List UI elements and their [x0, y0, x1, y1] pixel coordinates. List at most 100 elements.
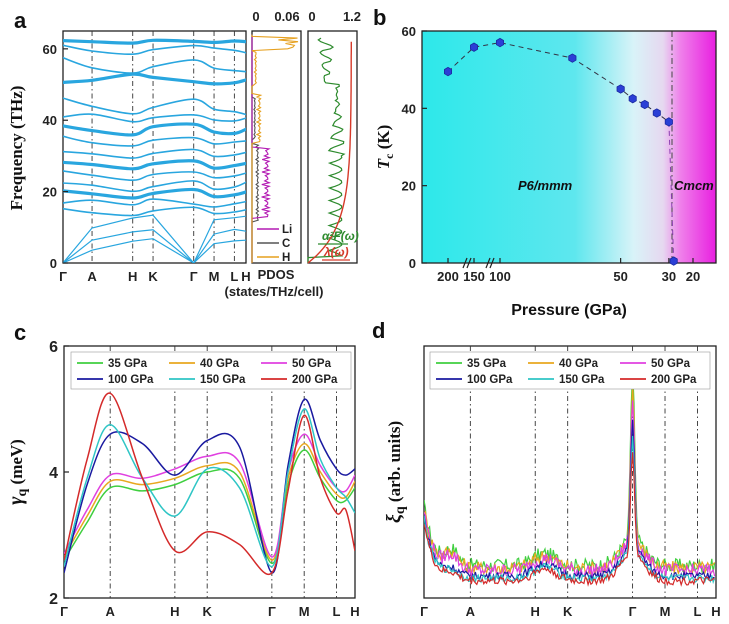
pdos-tick-0: 0 [252, 9, 259, 24]
a2f-curve [307, 37, 346, 263]
nesting-line-2 [424, 400, 716, 579]
linewidth-line-5 [64, 392, 355, 576]
linewidth-legend: 35 GPa 40 GPa 50 GPa 100 GPa 150 GPa 200 GPa [70, 351, 352, 390]
panel-label-d: d [372, 318, 385, 343]
nesting-legend-label-3: 100 GPa [467, 374, 513, 386]
band-line-b7 [63, 122, 246, 137]
band-line-b8 [63, 135, 246, 147]
panel-label-a: a [14, 8, 27, 33]
band-line-b15 [63, 206, 246, 217]
bands-curves [63, 38, 246, 263]
bands-y-ticks: 0 20 40 60 [43, 42, 68, 271]
pdos-curves [251, 34, 299, 263]
tc-point-6 [640, 99, 649, 110]
tc-x-ticks: 200 150 100 50 30 20 [437, 258, 700, 284]
tc-point-5 [628, 94, 637, 104]
linewidth-legend-label-1: 40 GPa [200, 358, 240, 370]
bands-ytick-label-2: 40 [43, 113, 57, 128]
nesting-line-4 [424, 435, 716, 585]
tc-point-7 [652, 108, 661, 118]
band-line-b5 [63, 97, 246, 116]
linewidth-line-3 [64, 398, 355, 574]
tc-y-ticks: 0 20 40 60 [402, 24, 427, 271]
band-line-b4 [63, 72, 246, 86]
linewidth-y-ticks: 2 4 6 [49, 339, 69, 608]
tc-ytick-label-3: 60 [402, 24, 416, 39]
eliashberg-curves [307, 37, 353, 264]
linewidth-legend-label-2: 50 GPa [292, 358, 332, 370]
bands-klabel-4: Γ [190, 269, 198, 284]
nesting-y-label: ξq (arb. units) [383, 421, 408, 523]
nesting-curves [424, 368, 716, 587]
linewidth-line-4 [64, 408, 355, 568]
panel-label-c: c [14, 320, 26, 345]
bands-klabel-6: L [230, 269, 238, 284]
phase-label-cmcm: Cmcm [674, 178, 714, 193]
nesting-klabel-5: M [660, 604, 671, 619]
pdos-x-label-units: (states/THz/cell) [225, 284, 324, 299]
tc-point-3 [568, 53, 577, 63]
nesting-legend-box [429, 351, 711, 390]
band-line-b2 [63, 44, 246, 56]
bands-klabel-7: H [241, 269, 250, 284]
linewidth-klabel-1: A [105, 604, 115, 619]
bands-klabel-1: A [87, 269, 97, 284]
linewidth-klabel-3: K [202, 604, 212, 619]
bands-ytick-label-1: 20 [43, 185, 57, 200]
nesting-line-0 [424, 368, 716, 574]
linewidth-ytick-label-1: 4 [49, 465, 58, 482]
lambda-curve [307, 41, 353, 264]
band-line-b10 [63, 159, 246, 171]
bands-ytick-label-0: 0 [50, 256, 57, 271]
nesting-legend-label-5: 200 GPa [651, 374, 697, 386]
nesting-klabel-4: Γ [629, 604, 637, 619]
phase-background [422, 31, 716, 263]
nesting-line-5 [424, 452, 715, 587]
tc-point-9 [669, 256, 678, 266]
linewidth-legend-label-4: 150 GPa [200, 374, 246, 386]
nesting-legend-label-1: 40 GPa [559, 358, 599, 370]
pdos-legend: Li C H [257, 224, 292, 264]
band-line-b9 [63, 148, 246, 159]
linewidth-legend-label-0: 35 GPa [108, 358, 148, 370]
tc-ytick-label-1: 20 [402, 179, 416, 194]
pdos-trace-h [251, 34, 299, 263]
tc-xtick-label-1: 150 [463, 269, 485, 284]
nesting-klabel-6: L [693, 604, 701, 619]
tc-xtick-label-2: 100 [489, 269, 511, 284]
linewidth-klabel-5: M [299, 604, 310, 619]
band-line-ac1 [63, 214, 246, 263]
nesting-klabel-1: A [466, 604, 476, 619]
band-line-b12 [63, 180, 246, 193]
axis-break-marks [462, 257, 495, 269]
bands-frame [62, 30, 247, 264]
tc-point-4 [616, 84, 625, 94]
nesting-legend-label-0: 35 GPa [467, 358, 507, 370]
tc-point-8 [664, 117, 673, 127]
linewidth-klabel-4: Γ [268, 604, 276, 619]
tc-xtick-label-0: 200 [437, 269, 459, 284]
bands-kpoint-lines [91, 31, 235, 263]
nesting-klabel-3: K [563, 604, 573, 619]
tc-ytick-label-2: 40 [402, 101, 416, 116]
bands-y-label: Frequency (THz) [7, 86, 26, 211]
linewidth-klabel-6: L [333, 604, 341, 619]
panel-b-tc: 0 20 40 60 200 150 100 50 30 20 P6/mmm Cmcm Pres… [374, 24, 717, 319]
lambda-label: λ(ω) [323, 245, 349, 259]
panel-label-b: b [373, 5, 386, 30]
bands-ytick-label-3: 60 [43, 42, 57, 57]
nesting-legend: 35 GPa 40 GPa 50 GPa 100 GPa 150 GPa 200 GPa [429, 351, 711, 390]
pdos-x-label: PDOS [258, 267, 295, 282]
band-line-b1 [63, 38, 246, 45]
nesting-legend-label-2: 50 GPa [651, 358, 691, 370]
linewidth-legend-label-3: 100 GPa [108, 374, 154, 386]
band-line-b14 [63, 198, 246, 208]
nesting-klabel-2: H [531, 604, 540, 619]
bands-klabel-5: M [209, 269, 220, 284]
legend-label-h: H [282, 252, 290, 264]
